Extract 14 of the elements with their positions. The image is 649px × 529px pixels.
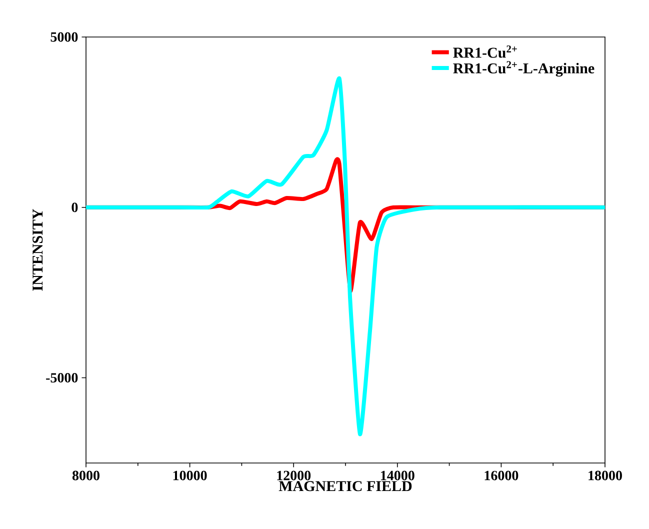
x-tick-label: 8000	[72, 470, 100, 480]
legend-label: RR1-Cu$^{2+}$-L-Arginine	[453, 61, 594, 77]
y-tick-label: 0	[72, 202, 78, 212]
x-tick-label: 18000	[588, 470, 622, 480]
x-tick-label: 16000	[484, 470, 518, 480]
legend-label: RR1-Cu$^{2+}$	[453, 45, 517, 58]
y-tick-label: 5000	[50, 32, 78, 42]
x-axis-title: MAGNETIC FIELD	[278, 481, 412, 492]
x-tick-label: 12000	[277, 470, 311, 480]
y-tick-label: -5000	[46, 373, 78, 383]
y-axis-title: INTENSITY	[32, 209, 43, 291]
x-tick-label: 14000	[381, 470, 414, 480]
x-tick-label: 10000	[173, 470, 207, 480]
line-series	[86, 76, 605, 436]
